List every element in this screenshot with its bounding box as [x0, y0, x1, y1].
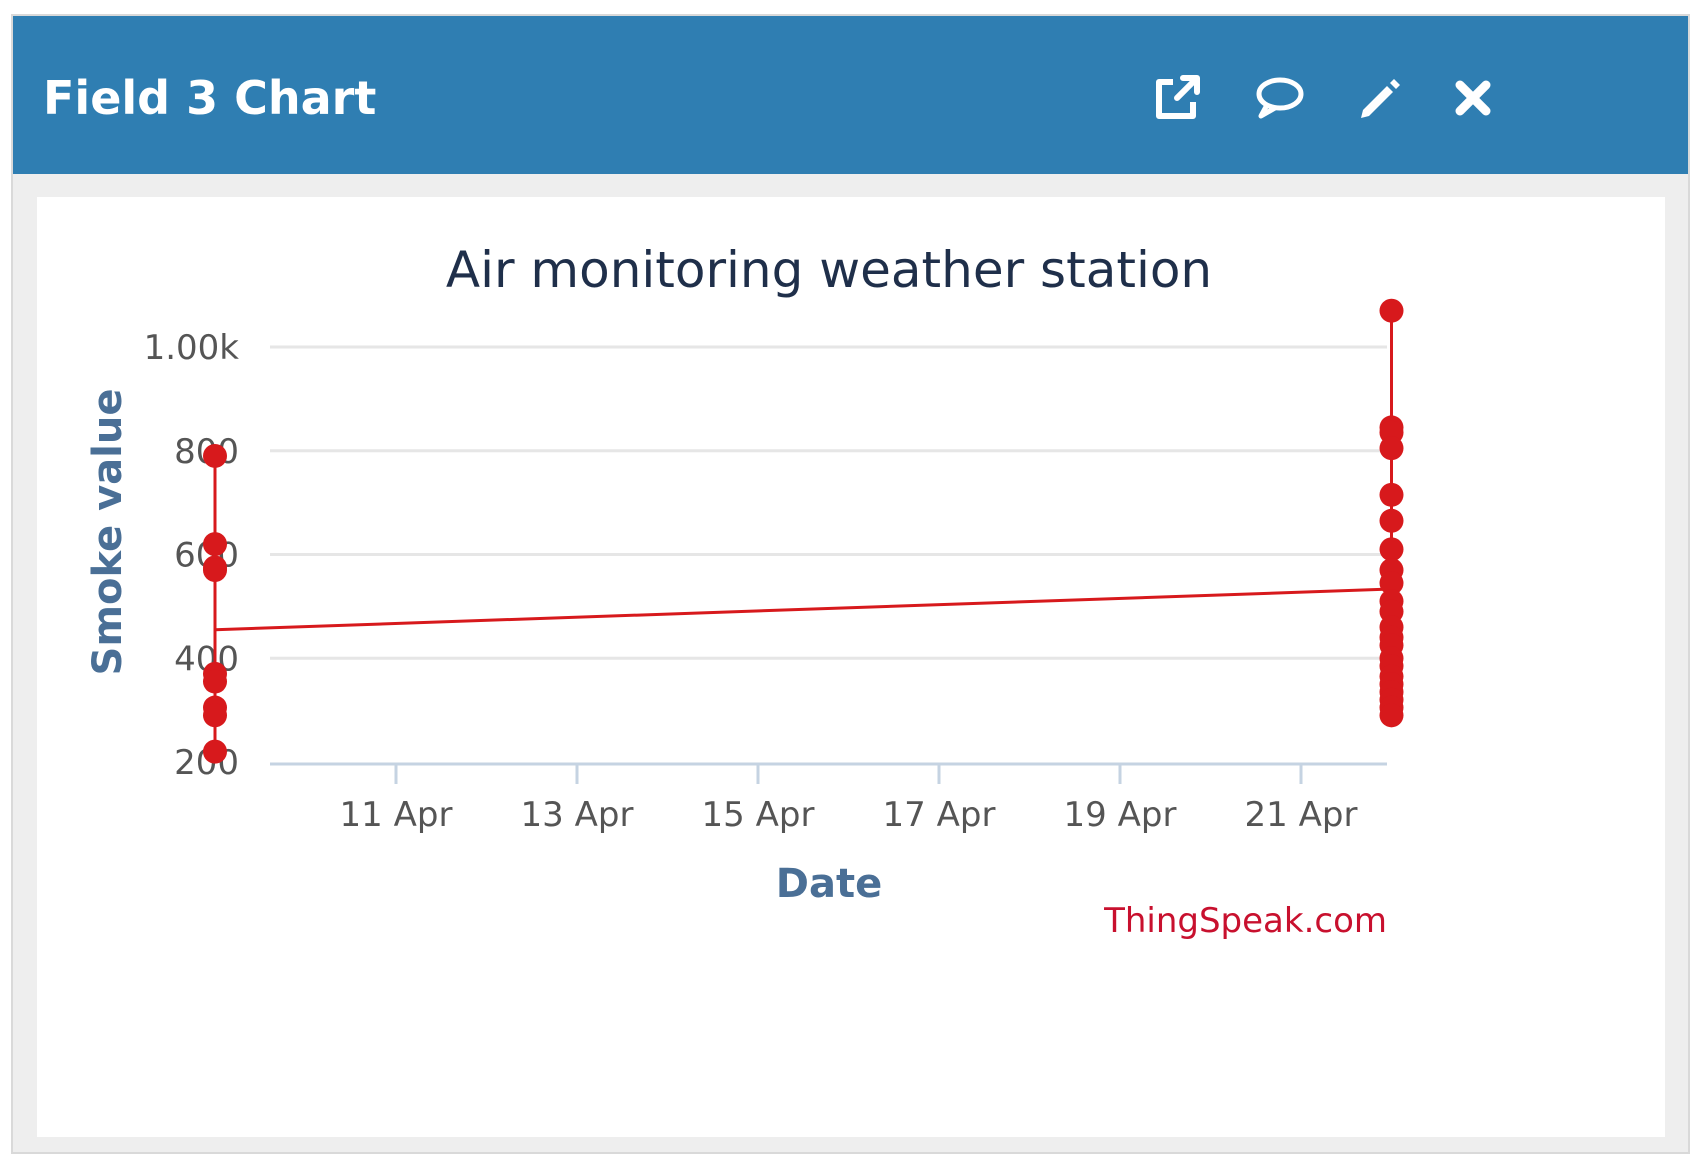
thingspeak-credit-link[interactable]: ThingSpeak.com — [1103, 901, 1387, 941]
data-point — [1379, 482, 1404, 507]
panel-title: Field 3 Chart — [43, 71, 377, 125]
data-point — [203, 739, 227, 764]
x-axis: 11 Apr 13 Apr 15 Apr 17 Apr 19 Apr 21 Apr — [270, 762, 1387, 835]
y-tick-label: 1.00k — [144, 328, 240, 368]
x-tick-label: 11 Apr — [340, 795, 453, 835]
external-link-icon[interactable] — [1147, 68, 1207, 128]
data-point — [1379, 537, 1404, 562]
data-point — [203, 532, 227, 557]
data-point — [1379, 436, 1404, 461]
x-tick-label: 13 Apr — [521, 795, 634, 835]
series-line — [214, 587, 1392, 632]
data-point — [1379, 508, 1404, 533]
x-tick-label: 19 Apr — [1064, 795, 1177, 835]
data-point — [203, 443, 227, 468]
data-point — [1379, 571, 1404, 596]
pencil-icon[interactable] — [1349, 68, 1409, 128]
data-point — [1379, 703, 1404, 728]
x-axis-title: Date — [776, 861, 882, 907]
data-point — [203, 703, 227, 728]
close-icon[interactable] — [1443, 68, 1503, 128]
y-axis-title: Smoke value — [85, 389, 131, 676]
chart-panel: Field 3 Chart Air monitoring weather sta… — [11, 14, 1690, 1154]
data-point — [203, 669, 227, 694]
x-tick-label: 15 Apr — [702, 795, 815, 835]
chart-area: Air monitoring weather station 200 400 600… — [37, 197, 1665, 1137]
x-tick-label: 17 Apr — [883, 795, 996, 835]
grid — [270, 345, 1387, 660]
comment-icon[interactable] — [1249, 68, 1309, 128]
data-point — [203, 558, 227, 583]
x-tick-label: 21 Apr — [1245, 795, 1358, 835]
data-point — [1379, 298, 1404, 323]
chart-title: Air monitoring weather station — [446, 241, 1212, 299]
series — [203, 298, 1404, 764]
panel-header: Field 3 Chart — [13, 16, 1688, 174]
chart: Air monitoring weather station 200400600… — [85, 241, 1404, 941]
